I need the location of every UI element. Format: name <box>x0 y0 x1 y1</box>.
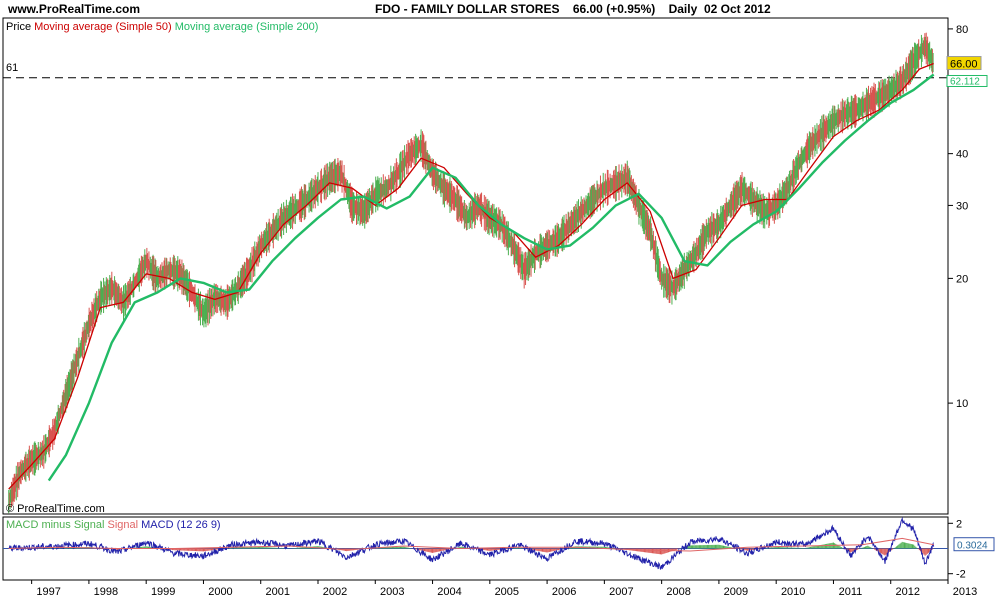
xtick-label: 1997 <box>36 586 60 598</box>
ma-badge-bg <box>946 74 988 87</box>
period: Daily <box>668 2 698 16</box>
xtick-label: 2003 <box>380 586 404 598</box>
macd-ytick-label: 2 <box>956 518 962 530</box>
xtick-label: 2000 <box>208 586 232 598</box>
price-ytick-label: 40 <box>956 149 968 161</box>
xtick-label: 2013 <box>953 586 977 598</box>
legend-ma50: Moving average (Simple 50) <box>34 21 172 33</box>
price-ytick-label: 30 <box>956 200 968 212</box>
xtick-label: 2009 <box>724 586 748 598</box>
xtick-label: 2007 <box>609 586 633 598</box>
price-panel-frame <box>2 17 949 515</box>
xtick-label: 2006 <box>552 586 576 598</box>
signal-line <box>8 537 934 552</box>
legend-macd: MACD (12 26 9) <box>141 519 221 531</box>
site-name[interactable]: www.ProRealTime.com <box>8 2 141 16</box>
macd-legend: MACD minus Signal Signal MACD (12 26 9) <box>6 519 221 531</box>
price-badge-value: 66.00 <box>950 59 978 71</box>
macd-badge-bg <box>953 537 995 552</box>
legend-price: Price <box>6 21 32 33</box>
date: 02 Oct 2012 <box>703 2 771 16</box>
legend-ma200: Moving average (Simple 200) <box>174 21 319 33</box>
xtick-label: 2002 <box>323 586 347 598</box>
price-badge-bg <box>946 56 982 71</box>
macd-badge-value: 0.3024 <box>957 541 988 552</box>
xtick-label: 2005 <box>495 586 519 598</box>
price-ytick-label: 80 <box>956 24 968 36</box>
price-legend: Price Moving average (Simple 50) Moving … <box>6 21 318 33</box>
price-ytick-label: 20 <box>956 273 968 285</box>
macd-line <box>8 516 935 570</box>
xtick-label: 2010 <box>781 586 805 598</box>
xtick-label: 2011 <box>839 586 863 598</box>
ma200-line <box>47 73 935 482</box>
xtick-label: 2001 <box>265 586 289 598</box>
ma-badge-value: 62.112 <box>950 76 980 87</box>
xtick-label: 2008 <box>666 586 690 598</box>
legend-macd-hist: MACD minus Signal <box>6 519 105 531</box>
xtick-label: 1999 <box>151 586 175 598</box>
hline-label: 61 <box>6 62 19 74</box>
chart-title: FDO - FAMILY DOLLAR STORES 66.00 (+0.95%… <box>375 2 771 16</box>
watermark: © ProRealTime.com <box>6 503 105 515</box>
symbol: FDO <box>375 2 401 16</box>
legend-signal: Signal <box>107 519 139 531</box>
price-change: (+0.95%) <box>606 2 656 16</box>
xtick-label: 2012 <box>895 586 919 598</box>
xtick-label: 1998 <box>94 586 118 598</box>
price-ytick-label: 10 <box>956 398 968 410</box>
xtick-label: 2004 <box>437 586 461 598</box>
company-name: FAMILY DOLLAR STORES <box>411 2 560 16</box>
macd-ytick-label: -2 <box>956 569 966 581</box>
last-price: 66.00 <box>572 2 603 16</box>
price-bars <box>8 32 934 514</box>
chart-header: www.ProRealTime.com FDO - FAMILY DOLLAR … <box>0 0 1000 18</box>
